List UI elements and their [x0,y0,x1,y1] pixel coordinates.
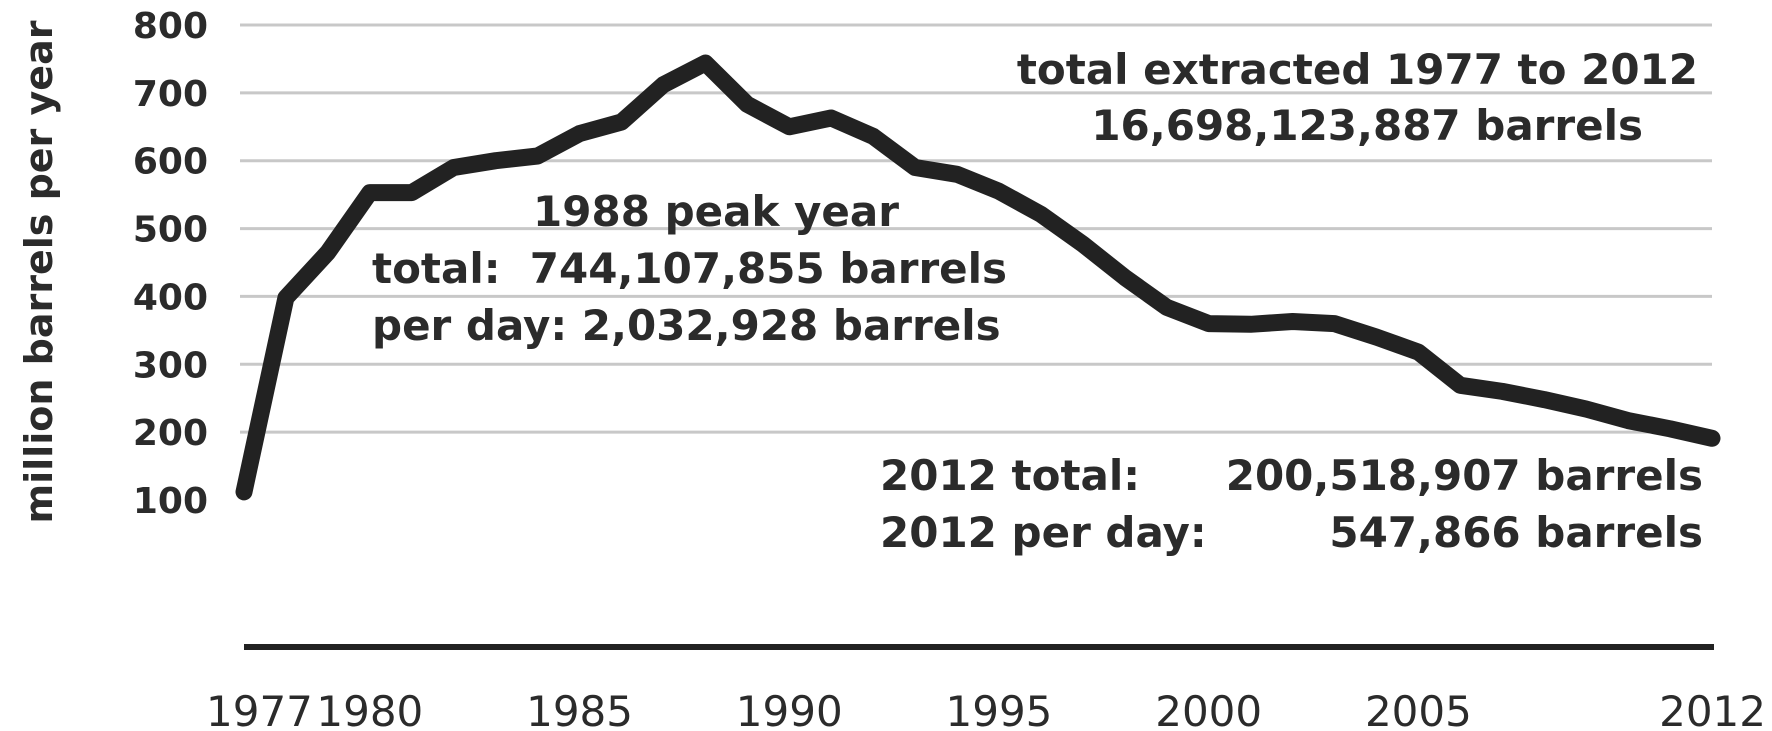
annotation-total-line-2: 16,698,123,887 barrels [1091,101,1643,150]
y-axis-ticks: 800 700 600 500 400 300 200 100 [133,6,208,522]
x-tick-label: 2005 [1365,687,1472,731]
series-line [235,54,1721,501]
annotation-2012-day-label: 2012 per day: [880,508,1207,557]
annotation-peak-line-3: per day: 2,032,928 barrels [372,301,1001,350]
y-tick-label: 600 [133,142,208,183]
y-tick-label: 200 [133,413,208,454]
annotation-2012-total-value: 200,518,907 barrels [1226,451,1703,500]
y-tick-label: 500 [133,210,208,251]
annotation-total-line-1: total extracted 1977 to 2012 [1017,45,1698,94]
annotation-peak-line-1: 1988 peak year [533,187,899,236]
y-axis-label: million barrels per year [17,20,61,523]
x-tick-label: 1990 [736,687,843,731]
annotation-2012-day-value: 547,866 barrels [1329,508,1703,557]
annotation-total-extracted: total extracted 1977 to 2012 16,698,123,… [1017,45,1698,150]
annotation-2012: 2012 total: 200,518,907 barrels 2012 per… [880,451,1703,557]
x-tick-label: 1985 [526,687,633,731]
y-tick-label: 100 [133,481,208,522]
y-tick-label: 700 [133,74,208,115]
x-axis-ticks: 1977 1980 1985 1990 1995 2000 2005 2012 [206,687,1766,731]
y-tick-label: 300 [133,345,208,386]
y-tick-label: 800 [133,6,208,47]
y-tick-label: 400 [133,277,208,318]
annotation-peak-line-2: total: 744,107,855 barrels [372,244,1007,293]
x-tick-label: 2012 [1659,687,1766,731]
annotation-2012-total-label: 2012 total: [880,451,1140,500]
x-tick-label: 1977 [206,687,313,731]
x-tick-label: 1995 [946,687,1053,731]
annotation-peak: 1988 peak year total: 744,107,855 barrel… [372,187,1007,350]
x-tick-label: 1980 [316,687,423,731]
x-tick-label: 2000 [1155,687,1262,731]
